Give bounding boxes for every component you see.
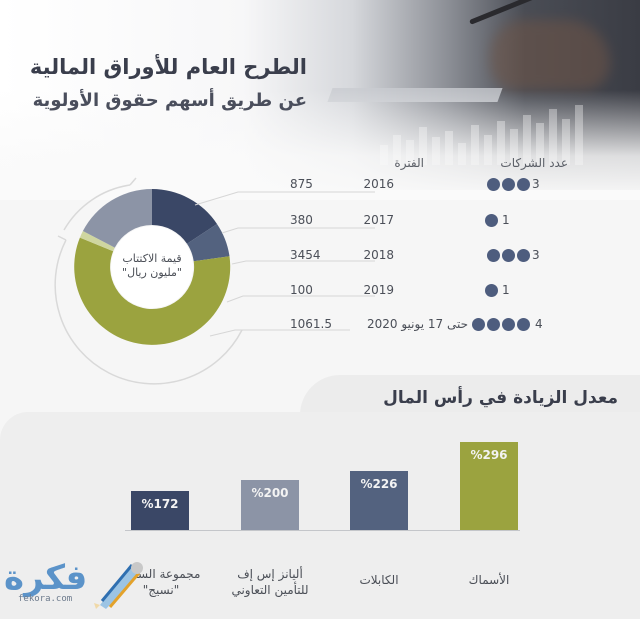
column-header-period: الفترة (394, 156, 424, 170)
table-row: 1061.5 حتى 17 يونيو 2020 4 (0, 317, 640, 347)
column-header-count: عدد الشركات (500, 156, 568, 170)
category-label: الأسماك (434, 572, 544, 588)
category-line1: الأسماك (468, 573, 510, 587)
period-cell: 2016 (363, 177, 394, 191)
hand-image (490, 20, 610, 90)
leader-line (221, 227, 375, 234)
donut-label-line2: "مليون ريال" (122, 266, 182, 279)
bar-value: %226 (360, 477, 398, 491)
leader-line (209, 329, 350, 337)
company-dots (472, 318, 530, 331)
bar-allianz: %200 (241, 480, 299, 530)
bar-value: %200 (251, 486, 289, 500)
donut-chart (54, 177, 375, 385)
slice-2020 (82, 189, 152, 248)
value-cell: 380 (290, 213, 313, 227)
table-row: 100 2019 1 (0, 283, 640, 313)
bar-chart-panel (0, 412, 640, 619)
count-cell: 3 (532, 248, 540, 262)
category-line2: "نسيج" (142, 583, 180, 597)
page-subtitle: عن طريق أسهم حقوق الأولوية (32, 90, 307, 111)
category-label: الكابلات (324, 572, 434, 588)
period-cell: 2019 (363, 283, 394, 297)
category-line1: أليانز إس إف (237, 567, 303, 581)
value-cell: 3454 (290, 248, 321, 262)
company-dots (485, 284, 498, 297)
leader-line (194, 191, 375, 206)
category-line2: للتأمين التعاوني (231, 583, 309, 597)
company-dots (487, 178, 530, 191)
count-cell: 4 (535, 317, 543, 331)
leader-line (226, 295, 375, 303)
bar-naseej: %172 (131, 491, 189, 530)
slice-2018 (74, 237, 231, 345)
decor-arc (63, 184, 131, 231)
table-row: 875 2016 3 (0, 177, 640, 207)
slice-2019 (79, 231, 115, 252)
category-label: أليانز إس إف للتأمين التعاوني (215, 566, 325, 598)
watermark-logo: فكرة fekora.com (4, 558, 88, 604)
count-cell: 3 (532, 177, 540, 191)
decor-arc (54, 239, 243, 385)
company-dots (487, 249, 530, 262)
pencil-icon (94, 562, 143, 609)
period-cell: حتى 17 يونيو 2020 (366, 317, 468, 331)
bar-value: %296 (470, 448, 508, 462)
company-dots (485, 214, 498, 227)
x-axis (125, 530, 520, 531)
bar-cables: %226 (350, 471, 408, 530)
value-cell: 875 (290, 177, 313, 191)
slice-2017 (187, 224, 230, 262)
table-row: 3454 2018 3 (0, 248, 640, 278)
count-cell: 1 (502, 283, 510, 297)
value-cell: 1061.5 (290, 317, 332, 331)
period-cell: 2017 (363, 213, 394, 227)
logo-domain: fekora.com (18, 594, 73, 604)
page-title: الطرح العام للأوراق المالية (29, 55, 307, 79)
donut-center-label: قيمة الاكتتاب "مليون ريال" (110, 252, 194, 280)
value-cell: 100 (290, 283, 313, 297)
logo-text: فكرة (4, 558, 88, 598)
bar-fish: %296 (460, 442, 518, 530)
count-cell: 1 (502, 213, 510, 227)
slice-2016 (152, 189, 217, 244)
bar-value: %172 (141, 497, 179, 511)
period-cell: 2018 (363, 248, 394, 262)
hero-fade (0, 90, 640, 200)
section-title: معدل الزيادة في رأس المال (383, 388, 618, 408)
table-row: 380 2017 1 (0, 213, 640, 243)
leader-line (231, 260, 375, 265)
donut-label-line1: قيمة الاكتتاب (122, 252, 182, 265)
category-line1: الكابلات (359, 573, 399, 587)
